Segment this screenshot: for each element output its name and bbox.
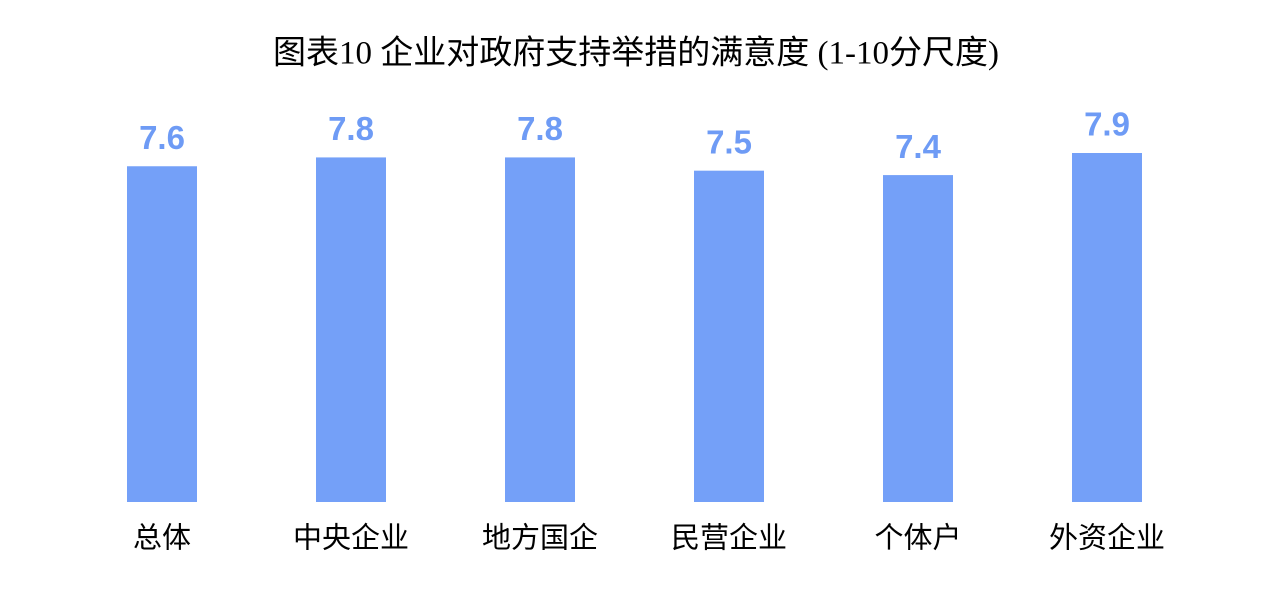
value-label: 7.9 — [1084, 106, 1130, 143]
bar — [316, 157, 386, 502]
value-label: 7.8 — [328, 110, 374, 147]
chart-title: 图表10 企业对政府支持举措的满意度 (1-10分尺度) — [273, 35, 999, 72]
x-tick-label: 民营企业 — [671, 522, 787, 555]
bar — [505, 157, 575, 502]
x-tick-label: 地方国企 — [482, 522, 598, 555]
x-tick-label: 总体 — [133, 522, 191, 555]
value-label: 7.8 — [517, 110, 563, 147]
bar — [1072, 153, 1142, 502]
x-tick-label: 个体户 — [874, 522, 961, 555]
value-label: 7.5 — [706, 123, 752, 160]
x-tick-label: 外资企业 — [1049, 522, 1165, 555]
bar — [694, 170, 764, 502]
bar — [883, 175, 953, 502]
value-label: 7.6 — [139, 119, 185, 156]
x-tick-label: 中央企业 — [293, 522, 409, 555]
value-label: 7.4 — [895, 128, 942, 165]
bar — [127, 166, 197, 502]
